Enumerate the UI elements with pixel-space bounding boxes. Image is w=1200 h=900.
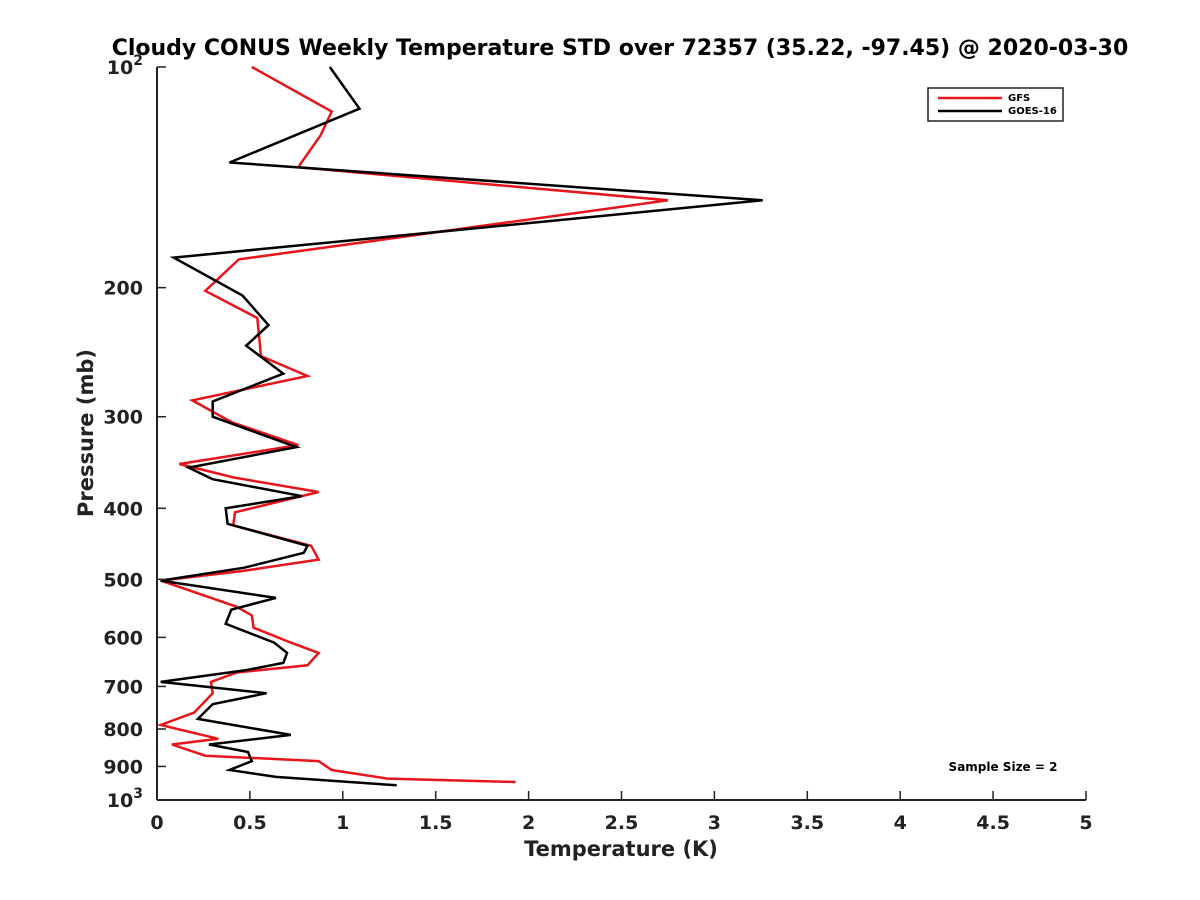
y-axis-label: Pressure (mb) xyxy=(74,349,98,517)
sample-size-annotation: Sample Size = 2 xyxy=(949,760,1058,774)
y-tick-label: 900 xyxy=(103,756,143,778)
x-axis-label: Temperature (K) xyxy=(524,837,718,861)
series-layer xyxy=(156,65,763,787)
chart-title: Cloudy CONUS Weekly Temperature STD over… xyxy=(112,36,1129,61)
x-tick-label: 2.5 xyxy=(605,812,639,834)
y-tick-label: 103 xyxy=(107,786,143,812)
plot-area xyxy=(156,67,1086,801)
y-tick-label: 400 xyxy=(103,498,143,520)
y-tick-label: 500 xyxy=(103,569,143,591)
x-tick-label: 3.5 xyxy=(790,812,824,834)
y-tick-label: 300 xyxy=(103,407,143,429)
x-tick-label: 3 xyxy=(708,812,721,834)
x-tick-label: 0 xyxy=(150,812,163,834)
x-tick-label: 1 xyxy=(336,812,349,834)
x-ticks: 0 0.5 1 1.5 2 2.5 3 3.5 4 4.5 5 xyxy=(150,791,1093,834)
y-tick-label: 200 xyxy=(103,278,143,300)
x-tick-label: 1.5 xyxy=(419,812,453,834)
x-tick-label: 2 xyxy=(522,812,535,834)
series-line-goes16 xyxy=(160,66,763,787)
x-tick-label: 0.5 xyxy=(233,812,267,834)
legend-box xyxy=(927,87,1064,122)
y-tick-label: 800 xyxy=(103,719,143,741)
y-tick-label: 600 xyxy=(103,627,143,649)
y-tick-label: 102 xyxy=(107,53,143,79)
x-tick-label: 4 xyxy=(894,812,907,834)
x-tick-label: 4.5 xyxy=(976,812,1010,834)
legend-gfs-label: GFS xyxy=(1008,93,1030,104)
y-ticks: 102 200 300 400 500 600 700 800 900 103 xyxy=(103,53,166,812)
legend: GFS GOES-16 xyxy=(927,87,1064,122)
y-tick-label: 700 xyxy=(103,676,143,698)
x-tick-label: 5 xyxy=(1079,812,1092,834)
legend-goes16-label: GOES-16 xyxy=(1008,106,1057,117)
series-line-gfs xyxy=(156,65,669,784)
